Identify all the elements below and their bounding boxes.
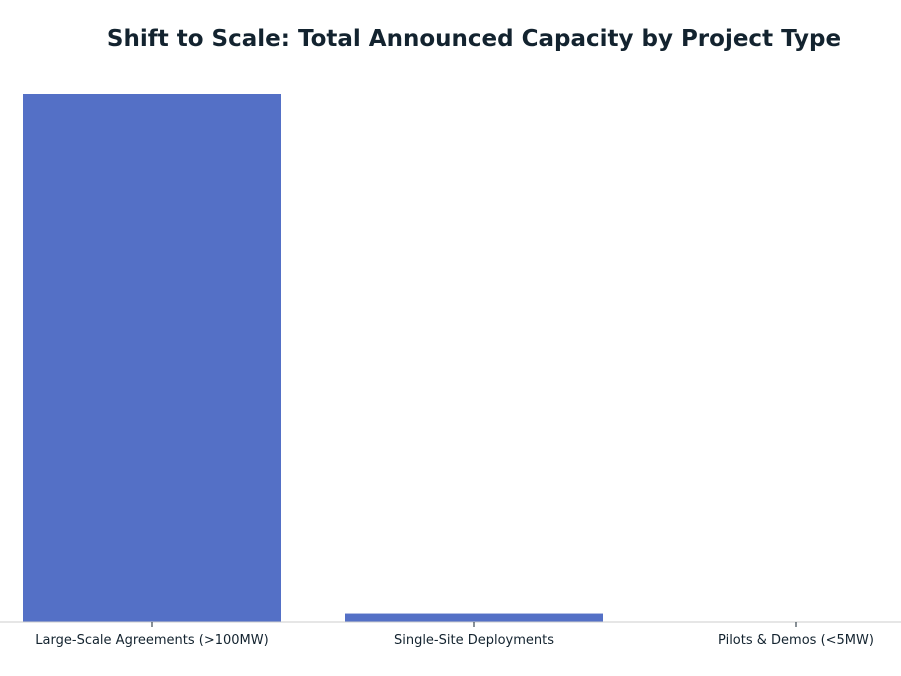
bar-single-site-deployments <box>345 613 603 622</box>
x-ticks-group: Large-Scale Agreements (>100MW) Single-Si… <box>35 622 874 648</box>
bar-large-scale-agreements-100mw <box>23 94 281 622</box>
bars-group <box>23 94 901 622</box>
chart-title: Shift to Scale: Total Announced Capacity… <box>106 26 842 52</box>
x-tick-label: Pilots & Demos (<5MW) <box>718 633 874 648</box>
x-tick-label: Large-Scale Agreements (>100MW) <box>35 633 268 648</box>
x-tick-label: Single-Site Deployments <box>394 633 554 648</box>
